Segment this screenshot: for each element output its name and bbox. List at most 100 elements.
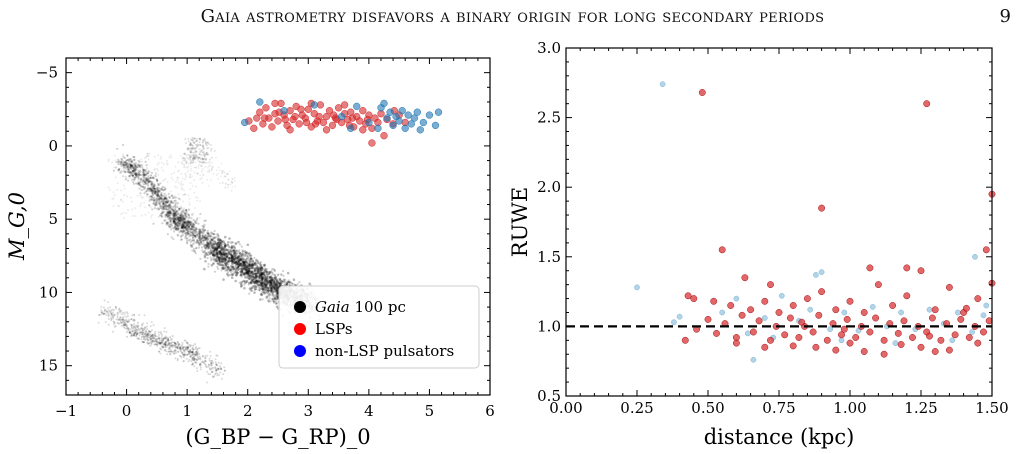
- gaia-star-point: [251, 285, 255, 288]
- pulsator-point: [980, 312, 987, 319]
- gaia-star-point: [206, 235, 209, 238]
- gaia-star-point: [231, 186, 234, 188]
- gaia-star-point: [107, 158, 110, 161]
- gaia-star-point: [255, 282, 258, 285]
- gaia-star-point: [240, 270, 243, 273]
- gaia-star-point: [126, 158, 129, 162]
- gaia-star-point: [157, 189, 160, 192]
- gaia-star-point: [235, 261, 238, 264]
- gaia-star-point: [134, 166, 137, 169]
- gaia-star-point: [125, 162, 129, 165]
- gaia-star-point: [131, 169, 134, 172]
- gaia-star-point: [218, 182, 221, 185]
- gaia-star-point: [122, 326, 125, 329]
- gaia-star-point: [214, 361, 217, 364]
- gaia-star-point: [194, 161, 197, 164]
- gaia-star-point: [191, 175, 193, 178]
- gaia-star-point: [220, 241, 224, 244]
- gaia-star-point: [158, 198, 161, 201]
- lsp-point: [894, 329, 902, 337]
- gaia-star-point: [139, 180, 142, 183]
- gaia-star-point: [190, 226, 194, 229]
- gaia-star-point: [213, 149, 216, 152]
- gaia-star-point: [118, 307, 121, 310]
- gaia-star-point: [221, 263, 224, 267]
- gaia-star-point: [170, 350, 172, 353]
- gaia-star-point: [180, 180, 183, 183]
- gaia-star-point: [143, 201, 146, 204]
- gaia-star-point: [177, 224, 180, 227]
- gaia-star-point: [158, 189, 161, 192]
- pulsator-point: [955, 309, 961, 316]
- gaia-star-point: [221, 377, 223, 380]
- gaia-star-point: [132, 170, 135, 173]
- gaia-star-point: [247, 272, 250, 276]
- gaia-star-point: [218, 256, 221, 259]
- gaia-star-point: [215, 369, 218, 372]
- gaia-star-point: [129, 166, 132, 168]
- gaia-star-point: [181, 341, 184, 344]
- gaia-star-point: [146, 193, 149, 196]
- gaia-star-point: [206, 251, 209, 254]
- gaia-star-point: [187, 140, 190, 143]
- gaia-star-point: [261, 298, 264, 301]
- lsp-point: [340, 101, 349, 109]
- gaia-star-point: [143, 191, 146, 195]
- gaia-star-point: [130, 326, 133, 329]
- gaia-star-point: [152, 194, 155, 197]
- gaia-star-point: [165, 221, 168, 224]
- gaia-star-point: [245, 260, 248, 263]
- gaia-star-point: [140, 189, 143, 192]
- gaia-star-point: [160, 161, 163, 164]
- gaia-star-point: [276, 292, 279, 295]
- gaia-star-point: [100, 311, 103, 314]
- gaia-star-point: [170, 338, 173, 340]
- gaia-star-point: [114, 313, 116, 316]
- gaia-star-point: [176, 229, 180, 232]
- gaia-star-point: [200, 149, 202, 152]
- gaia-star-point: [260, 281, 263, 285]
- gaia-star-point: [264, 286, 267, 289]
- gaia-star-point: [181, 224, 184, 227]
- gaia-star-point: [180, 226, 184, 230]
- gaia-star-point: [209, 149, 212, 152]
- gaia-star-point: [176, 358, 179, 360]
- gaia-star-point: [266, 280, 269, 284]
- gaia-star-point: [166, 353, 169, 356]
- gaia-star-point: [182, 158, 185, 161]
- lsp-point: [903, 264, 911, 272]
- gaia-star-point: [196, 156, 199, 159]
- gaia-star-point: [167, 221, 170, 224]
- gaia-star-point: [189, 223, 192, 226]
- gaia-star-point: [166, 212, 169, 215]
- gaia-star-point: [174, 195, 177, 198]
- gaia-star-point: [247, 255, 250, 258]
- gaia-star-point: [117, 318, 120, 321]
- pulsator-point: [256, 98, 264, 106]
- gaia-star-point: [143, 173, 146, 176]
- gaia-star-point: [168, 346, 171, 349]
- gaia-star-point: [170, 199, 173, 202]
- gaia-star-point: [251, 258, 254, 261]
- pulsator-point: [386, 108, 394, 116]
- lsp-point: [775, 309, 783, 316]
- gaia-star-point: [140, 338, 143, 341]
- gaia-star-point: [144, 338, 147, 341]
- gaia-star-point: [169, 212, 172, 215]
- ruwe-x-tick-label: 0.25: [620, 399, 653, 417]
- gaia-star-point: [169, 211, 172, 214]
- gaia-star-point: [233, 180, 236, 182]
- gaia-star-point: [204, 219, 207, 222]
- gaia-star-point: [157, 173, 160, 176]
- gaia-star-point: [211, 245, 214, 248]
- gaia-star-point: [117, 158, 120, 161]
- gaia-star-point: [139, 194, 142, 197]
- gaia-star-point: [205, 243, 208, 246]
- gaia-star-point: [243, 258, 246, 261]
- gaia-star-point: [188, 201, 191, 204]
- gaia-star-point: [192, 218, 195, 222]
- gaia-star-point: [179, 220, 182, 223]
- gaia-star-point: [143, 333, 146, 336]
- gaia-star-point: [187, 220, 190, 223]
- gaia-star-point: [174, 228, 178, 231]
